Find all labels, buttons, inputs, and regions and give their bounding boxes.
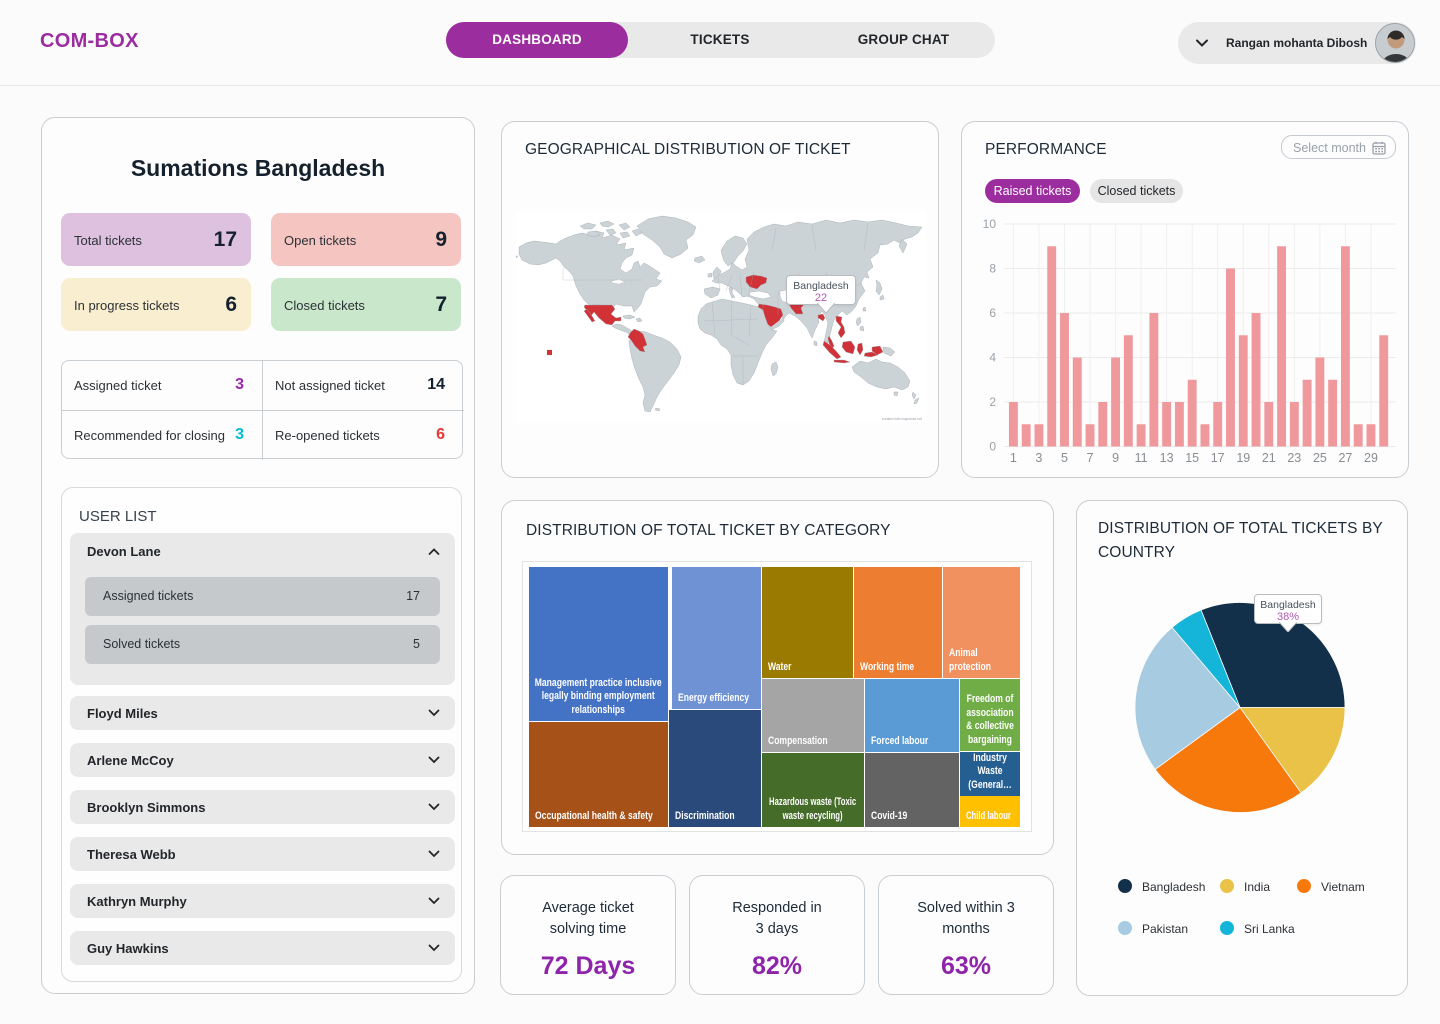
- svg-text:5: 5: [1061, 451, 1068, 465]
- svg-text:9: 9: [1112, 451, 1119, 465]
- svg-text:29: 29: [1364, 451, 1378, 465]
- svg-text:8: 8: [989, 262, 996, 276]
- svg-text:1: 1: [1010, 451, 1017, 465]
- svg-text:11: 11: [1135, 451, 1148, 465]
- svg-text:15: 15: [1185, 451, 1199, 465]
- svg-text:10: 10: [983, 218, 997, 231]
- svg-text:0: 0: [989, 440, 996, 454]
- svg-text:27: 27: [1338, 451, 1352, 465]
- svg-text:4: 4: [989, 351, 996, 365]
- svg-text:7: 7: [1087, 451, 1094, 465]
- svg-text:19: 19: [1236, 451, 1250, 465]
- svg-text:17: 17: [1211, 451, 1225, 465]
- svg-text:23: 23: [1287, 451, 1301, 465]
- svg-text:3: 3: [1035, 451, 1042, 465]
- svg-text:21: 21: [1262, 451, 1276, 465]
- svg-text:2: 2: [989, 395, 996, 409]
- svg-text:6: 6: [989, 306, 996, 320]
- svg-text:13: 13: [1160, 451, 1174, 465]
- svg-text:25: 25: [1313, 451, 1327, 465]
- svg-text:created with mapchart.net: created with mapchart.net: [882, 417, 922, 421]
